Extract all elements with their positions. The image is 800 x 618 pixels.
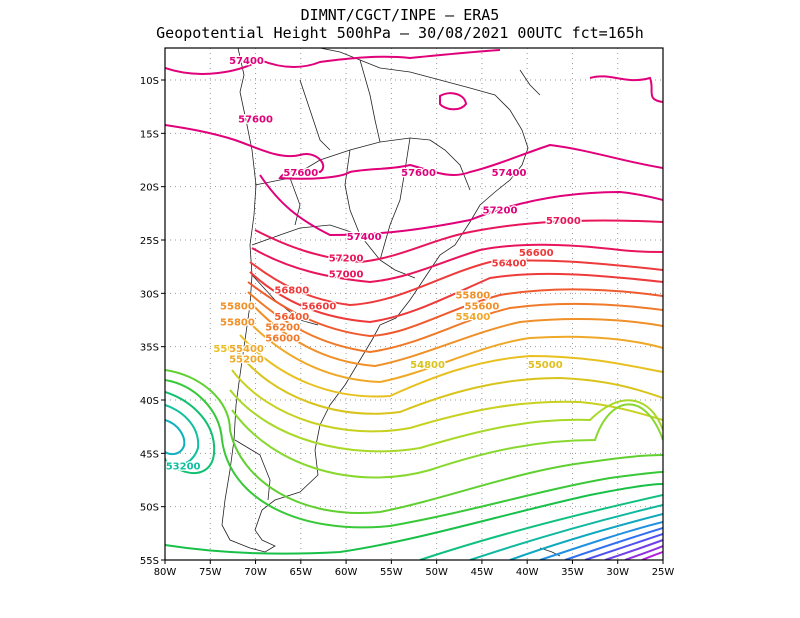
- contour-label: 57200: [329, 253, 364, 264]
- contour-label: 56000: [265, 333, 300, 344]
- title-line-1: DIMNT/CGCT/INPE – ERA5: [300, 6, 500, 24]
- lon-tick-label: 80W: [154, 567, 177, 578]
- contour-label: 55200: [229, 355, 264, 366]
- contour-label: 57600: [283, 168, 318, 179]
- contour-label: 53200: [166, 461, 201, 472]
- longitude-axis: 80W 75W 70W 65W 60W 55W 50W 45W 40W 35W 30W 25W: [154, 560, 675, 578]
- lat-tick-label: 40S: [140, 396, 159, 407]
- lat-tick-label: 20S: [140, 183, 159, 194]
- contour-label: 57400: [229, 56, 264, 67]
- lat-lon-grid: [164, 48, 664, 561]
- lat-tick-label: 15S: [140, 129, 159, 140]
- contour-label: 56600: [302, 301, 337, 312]
- lat-tick-label: 55S: [140, 556, 159, 567]
- title-line-2: Geopotential Height 500hPa – 30/08/2021 …: [156, 24, 644, 42]
- contour-label: 56200: [265, 323, 300, 334]
- contour-label: 57000: [546, 216, 581, 227]
- lon-tick-label: 75W: [199, 567, 222, 578]
- contour-label: 55400: [229, 344, 264, 355]
- contour-label: 55800: [220, 317, 255, 328]
- contour-label: 56400: [274, 312, 309, 323]
- contour-label: 55800: [455, 291, 490, 302]
- lon-tick-label: 25W: [652, 567, 675, 578]
- lon-tick-label: 55W: [380, 567, 403, 578]
- contour-label: 57000: [329, 269, 364, 280]
- lon-tick-label: 60W: [335, 567, 358, 578]
- contour-label: 54800: [410, 360, 445, 371]
- lat-tick-label: 25S: [140, 236, 159, 247]
- contour-label: 57200: [483, 205, 518, 216]
- contour-label: 57400: [347, 232, 382, 243]
- contour-label: 56600: [519, 248, 554, 259]
- contour-label: 57400: [492, 168, 527, 179]
- map-frame: [164, 47, 664, 561]
- contour-lines: [165, 49, 663, 560]
- coastline-borders: [221, 48, 561, 557]
- lon-tick-label: 65W: [290, 567, 313, 578]
- contour-label: 55800: [220, 301, 255, 312]
- contour-label: 57600: [401, 168, 436, 179]
- lon-tick-label: 35W: [561, 567, 584, 578]
- lon-tick-label: 50W: [425, 567, 448, 578]
- lon-tick-label: 70W: [244, 567, 267, 578]
- lon-tick-label: 40W: [516, 567, 539, 578]
- lat-tick-label: 30S: [140, 289, 159, 300]
- latitude-axis: 10S 15S 20S 25S 30S 35S 40S 45S 50S 55S: [140, 76, 165, 567]
- lat-tick-label: 45S: [140, 449, 159, 460]
- contour-label: 55000: [528, 360, 563, 371]
- lat-tick-label: 10S: [140, 76, 159, 87]
- lon-tick-label: 45W: [471, 567, 494, 578]
- contour-label: 550: [213, 344, 234, 355]
- contour-labels: 57400 57600 57600 57600 57400 57200 57400 57200…: [165, 55, 582, 474]
- lon-tick-label: 30W: [606, 567, 629, 578]
- contour-label: 56800: [274, 285, 309, 296]
- lat-tick-label: 50S: [140, 503, 159, 514]
- lat-tick-label: 35S: [140, 343, 159, 354]
- contour-label: 57600: [238, 115, 273, 126]
- contour-label: 55600: [465, 301, 500, 312]
- contour-label: 56400: [492, 259, 527, 270]
- contour-label: 55400: [455, 312, 490, 323]
